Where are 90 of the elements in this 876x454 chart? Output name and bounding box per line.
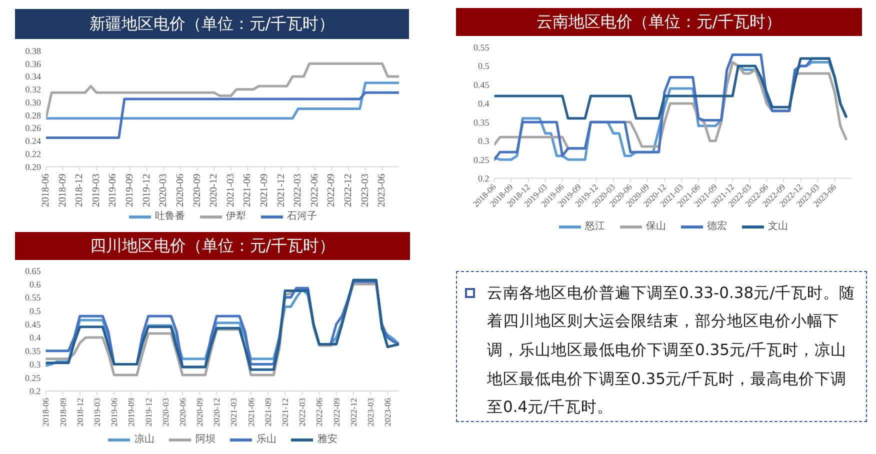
- y-tick-label: 0.45: [24, 319, 42, 330]
- x-tick-label: 2021-12: [280, 398, 290, 426]
- y-tick-label: 0.38: [25, 46, 42, 56]
- x-tick-label: 2021-03: [225, 174, 236, 208]
- legend-label: 文山: [768, 220, 788, 234]
- legend-label: 保山: [646, 220, 666, 234]
- y-tick-label: 0.24: [25, 136, 42, 146]
- chart-title: 四川地区电价（单位：元/千瓦时）: [90, 236, 336, 255]
- y-tick-label: 0.6: [29, 279, 42, 290]
- y-tick-label: 0.30: [25, 97, 42, 108]
- x-tick-label: 2020-06: [177, 398, 188, 426]
- legend-label: 凉山: [134, 433, 154, 447]
- y-tick-label: 0.26: [25, 123, 42, 134]
- y-tick-label: 0.36: [25, 58, 42, 69]
- x-tick-label: 2022-06: [314, 398, 324, 426]
- y-tick-label: 0.20: [25, 162, 42, 172]
- y-tick-label: 0.25: [24, 372, 42, 383]
- legend-label: 阿坝: [195, 433, 216, 447]
- x-tick-label: 2018-06: [40, 174, 52, 208]
- y-tick-label: 0.32: [25, 84, 41, 95]
- title-banner: 云南地区电价（单位：元/千瓦时）: [456, 8, 862, 36]
- legend-label: 石河子: [287, 210, 317, 224]
- x-tick-label: 2021-09: [262, 398, 273, 426]
- x-tick-label: 2019-06: [108, 174, 119, 208]
- y-tick-label: 0.45: [474, 80, 490, 90]
- x-tick-label: 2021-12: [276, 174, 287, 208]
- text: 云南各地区电价普遍下调至0.33-0.38元/千瓦时。随着四川地区则大运会限结束，部分地区电价小幅下调，乐山地区最低电价下调至0.35元/千瓦时，凉山地区最低电价下调至0.35元/千瓦时，最高电价下调至0.4元/千瓦时。: [487, 284, 855, 416]
- y-tick-label: 0.28: [25, 110, 42, 120]
- x-tick-label: 2020-09: [194, 398, 205, 426]
- x-tick-label: 2018-06: [40, 398, 51, 426]
- y-tick-label: 0.35: [24, 346, 42, 356]
- x-tick-label: 2019-09: [124, 174, 136, 208]
- title-banner: 四川地区电价（单位：元/千瓦时）: [15, 232, 410, 260]
- x-tick-label: 2020-03: [160, 398, 170, 426]
- y-tick-label: 0.5: [478, 61, 490, 72]
- x-tick-label: 2018-09: [58, 398, 68, 426]
- x-tick-label: 2023-03: [366, 398, 376, 426]
- y-tick-label: 0.3: [29, 359, 42, 370]
- chart-title: 新疆地区电价（单位：元/千瓦时）: [89, 14, 335, 33]
- x-tick-label: 2021-09: [259, 174, 270, 208]
- x-tick-label: 2019-03: [92, 398, 102, 426]
- legend-label: 怒江: [584, 220, 605, 234]
- x-tick-label: 2019-09: [126, 398, 136, 426]
- x-tick-label: 2022-06: [309, 174, 320, 208]
- y-tick-label: 0.4: [29, 332, 42, 343]
- y-tick-label: 0.55: [24, 292, 42, 303]
- y-tick-label: 0.35: [474, 117, 490, 128]
- y-tick-label: 0.55: [474, 42, 490, 52]
- x-tick-label: 2020-12: [212, 398, 222, 426]
- chart-title: 云南地区电价（单位：元/千瓦时）: [536, 12, 782, 31]
- x-tick-label: 2021-03: [228, 398, 239, 426]
- x-tick-label: 2019-03: [90, 174, 102, 208]
- y-tick-label: 0.4: [478, 98, 490, 109]
- x-tick-label: 2019-06: [109, 398, 120, 426]
- x-tick-label: 2022-09: [331, 398, 342, 426]
- legend-label: 吐鲁番: [155, 210, 185, 224]
- x-tick-label: 2019-12: [141, 174, 152, 208]
- y-tick-label: 0.2: [29, 386, 41, 396]
- y-tick-label: 0.5: [29, 306, 42, 316]
- x-tick-label: 2018-12: [74, 398, 85, 426]
- x-tick-label: 2018-12: [74, 174, 86, 208]
- x-tick-label: 2018-09: [57, 174, 68, 208]
- y-tick-label: 0.22: [25, 149, 41, 160]
- x-tick-label: 2020-03: [158, 174, 170, 208]
- x-tick-label: 2022-03: [292, 174, 304, 208]
- x-tick-label: 2023-06: [382, 398, 393, 426]
- y-tick-label: 0.2: [478, 173, 490, 184]
- legend-label: 德宏: [706, 220, 727, 234]
- x-tick-label: 2022-03: [297, 398, 308, 426]
- x-tick-label: 2022-12: [348, 398, 358, 426]
- x-tick-label: 2021-06: [246, 398, 256, 426]
- x-tick-label: 2020-12: [208, 174, 220, 208]
- legend-label: 乐山: [256, 433, 276, 447]
- x-tick-label: 2022-09: [326, 174, 338, 208]
- x-tick-label: 2020-06: [174, 174, 186, 208]
- line-series: [46, 62, 399, 120]
- legend-label: 伊犁: [226, 210, 246, 224]
- y-tick-label: 0.3: [478, 136, 490, 146]
- x-tick-label: 2023-03: [360, 174, 371, 208]
- line-series: [494, 57, 848, 120]
- x-tick-label: 2020-09: [192, 174, 203, 208]
- y-tick-label: 0.25: [474, 154, 490, 165]
- y-tick-label: 0.34: [25, 72, 42, 82]
- x-tick-label: 2019-12: [143, 398, 154, 426]
- title-banner: 新疆地区电价（单位：元/千瓦时）: [15, 9, 409, 39]
- x-tick-label: 2023-06: [376, 174, 388, 208]
- x-tick-label: 2022-12: [343, 174, 354, 208]
- legend-label: 雅安: [317, 433, 338, 447]
- x-tick-label: 2021-06: [242, 174, 254, 208]
- y-tick-label: 0.65: [24, 266, 42, 276]
